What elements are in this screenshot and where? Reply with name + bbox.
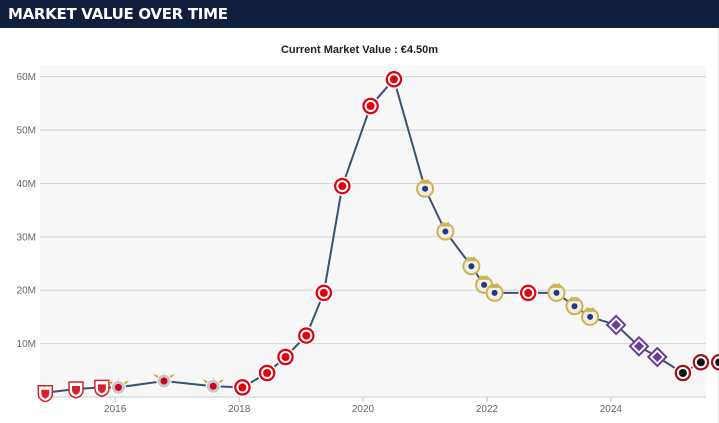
y-tick-label: 50M — [17, 126, 36, 137]
y-tick-label: 40M — [17, 179, 36, 190]
eagle-circle-icon[interactable] — [257, 363, 277, 383]
lily-crest-icon[interactable] — [646, 346, 668, 368]
chart-subtitle: Current Market Value : €4.50m — [280, 44, 439, 56]
x-tick-label: 2022 — [476, 404, 499, 415]
y-tick-label: 30M — [17, 232, 36, 243]
crown-crest-icon[interactable] — [436, 221, 455, 241]
shield-icon[interactable] — [37, 384, 54, 403]
crown-crest-icon[interactable] — [462, 256, 481, 276]
eagle-circle-icon[interactable] — [360, 96, 381, 116]
section-title: MARKET VALUE OVER TIME — [8, 5, 228, 23]
section-header: MARKET VALUE OVER TIME — [0, 0, 719, 28]
crown-crest-icon[interactable] — [416, 178, 435, 198]
y-tick-label: 10M — [17, 339, 36, 350]
crown-crest-icon[interactable] — [485, 282, 504, 302]
grid-lines — [40, 76, 706, 345]
lily-crest-icon[interactable] — [628, 335, 650, 357]
eagle-circle-icon[interactable] — [332, 176, 353, 196]
eagle-circle-icon[interactable] — [296, 325, 317, 346]
y-tick-label: 60M — [17, 72, 36, 83]
eagle-circle-icon[interactable] — [384, 69, 404, 90]
eagle-circle-icon[interactable] — [275, 347, 296, 367]
devil-crest-icon[interactable] — [709, 352, 719, 373]
eagle-crest-icon[interactable] — [153, 372, 175, 389]
x-tick-label: 2020 — [352, 404, 375, 415]
lily-crest-icon[interactable] — [605, 314, 627, 336]
x-tick-label: 2016 — [104, 404, 127, 415]
x-tick-label: 2018 — [228, 404, 251, 415]
x-tick-label: 2024 — [600, 404, 623, 415]
devil-crest-icon[interactable] — [691, 352, 711, 373]
y-axis-ticks: 10M 20M 30M 40M 50M 60M — [17, 72, 36, 350]
x-axis-ticks: 2016 2018 2020 2022 2024 — [104, 397, 622, 415]
devil-crest-icon[interactable] — [673, 363, 693, 383]
crown-crest-icon[interactable] — [565, 296, 584, 316]
crown-crest-icon[interactable] — [581, 306, 600, 326]
plot-area — [40, 66, 706, 397]
crown-crest-icon[interactable] — [547, 282, 566, 302]
eagle-crest-icon[interactable] — [107, 378, 130, 395]
eagle-circle-icon[interactable] — [518, 283, 538, 303]
y-tick-label: 20M — [17, 286, 36, 297]
eagle-circle-icon[interactable] — [232, 377, 253, 398]
eagle-circle-icon[interactable] — [314, 283, 334, 303]
shield-icon[interactable] — [68, 381, 84, 399]
club-markers — [37, 69, 719, 403]
shield-icon[interactable] — [94, 379, 110, 398]
eagle-crest-icon[interactable] — [202, 377, 225, 394]
